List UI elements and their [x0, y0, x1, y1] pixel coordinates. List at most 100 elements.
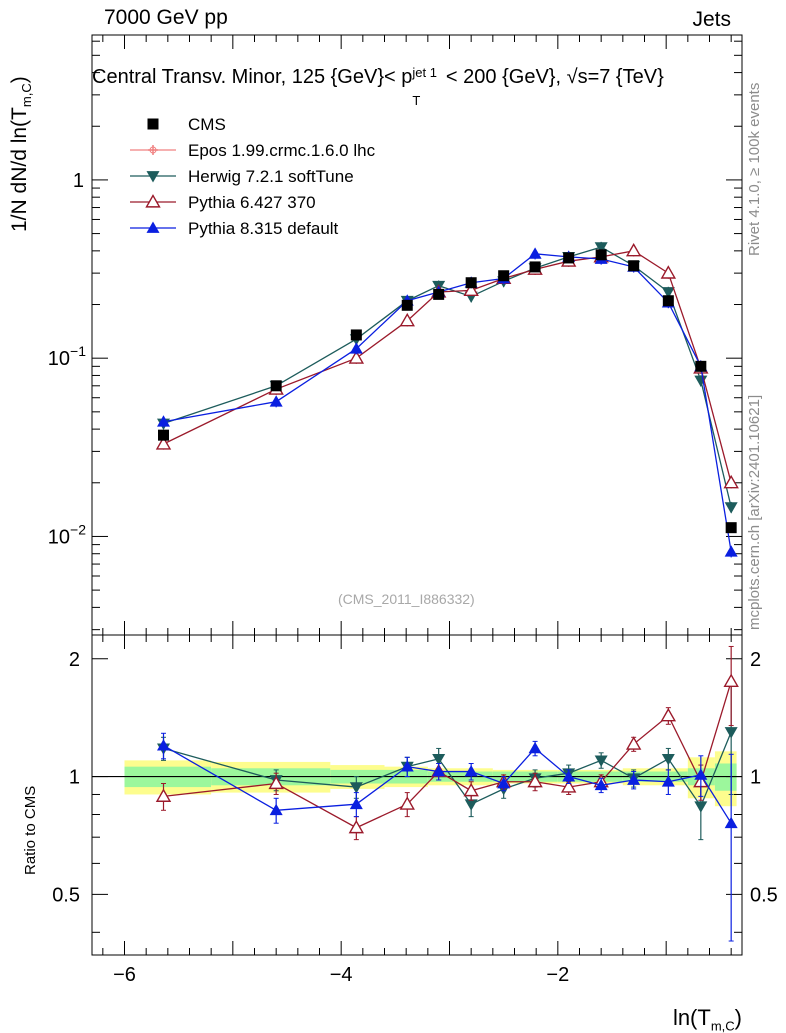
- ratio-tick-label: 0.5: [52, 884, 80, 906]
- ratio-point-py6: [723, 673, 739, 688]
- point-py6: [723, 474, 739, 489]
- ratio-point-herwig: [464, 799, 478, 811]
- title-part-b: < 200 {GeV}, √s=7 {TeV}: [440, 66, 664, 88]
- y-axis-label-pre: 1/N dN/d ln(T: [8, 107, 31, 232]
- point-herwig: [661, 287, 675, 299]
- ratio-point-herwig: [661, 753, 675, 766]
- series-line-py6: [163, 250, 732, 483]
- ratio-point-py8: [432, 765, 446, 777]
- y-tick-label: 10−1: [48, 343, 86, 370]
- legend-label-herwig: Herwig 7.2.1 softTune: [188, 167, 354, 186]
- ratio-point-py8: [269, 803, 283, 816]
- ratio-tick-label: 2: [69, 649, 80, 671]
- point-py6: [625, 242, 642, 257]
- ratio-point-py8: [157, 739, 170, 751]
- point-py8: [269, 395, 283, 407]
- y-axis-label-post: ): [8, 76, 31, 84]
- cms-data-point: [529, 261, 541, 273]
- ratio-point-py8: [562, 770, 576, 782]
- legend-marker-herwig: [146, 171, 160, 183]
- cms-data-point: [725, 522, 737, 534]
- header-collision-label: 7000 GeV pp: [104, 6, 228, 29]
- ratio-point-herwig: [694, 801, 708, 813]
- cms-data-point: [158, 429, 169, 441]
- ratio-point-py8: [724, 816, 738, 829]
- ratio-point-py6: [399, 796, 415, 810]
- analysis-watermark: (CMS_2011_I886332): [338, 591, 475, 607]
- y-axis-label: 1/N dN/d ln(Tm,C): [8, 76, 34, 232]
- ratio-point-py8: [594, 778, 608, 791]
- ratio-point-herwig: [432, 753, 446, 766]
- legend-label-py6: Pythia 6.427 370: [188, 193, 316, 212]
- x-axis-label-sub: m,C: [710, 1018, 735, 1033]
- cms-data-point: [401, 299, 413, 311]
- point-herwig: [594, 242, 608, 254]
- ratio-point-py8: [661, 775, 675, 787]
- cms-data-point: [628, 260, 640, 272]
- legend-marker-epos-c: [149, 146, 157, 154]
- y-axis-label-sub: m,C: [19, 83, 35, 108]
- ratio-tick-label-right: 2: [750, 649, 761, 671]
- ratio-point-py6: [625, 736, 642, 750]
- ratio-point-herwig: [349, 782, 363, 794]
- point-py8: [724, 545, 738, 557]
- cms-data-point: [662, 295, 674, 307]
- ratio-point-py6: [463, 782, 479, 797]
- ratio-point-py6: [660, 707, 677, 722]
- legend-marker-cms: [147, 118, 159, 130]
- cms-data-point: [465, 277, 477, 289]
- cms-data-point: [563, 252, 575, 264]
- point-py6: [463, 282, 479, 296]
- title-sub: T: [412, 93, 421, 108]
- ratio-point-py6: [348, 819, 365, 834]
- ratio-point-py6: [268, 775, 284, 790]
- point-py6: [660, 265, 677, 279]
- ratio-point-herwig: [594, 755, 608, 767]
- ratio-point-herwig: [724, 727, 738, 739]
- rivet-label: Rivet 4.1.0, ≥ 100k events: [746, 82, 763, 256]
- ratio-point-py8: [497, 777, 511, 789]
- point-py8: [528, 247, 542, 259]
- ratio-point-py8: [349, 797, 363, 810]
- ratio-point-py8: [464, 765, 478, 777]
- legend-label-py8: Pythia 8.315 default: [188, 219, 339, 238]
- ratio-point-py6: [560, 779, 577, 793]
- series-line-py8: [163, 253, 732, 552]
- plot-title: Central Transv. Minor, 125 {GeV}< p jet 1…: [92, 65, 664, 108]
- point-py8: [349, 342, 363, 354]
- point-py6: [155, 436, 172, 450]
- cms-data-point: [270, 380, 282, 392]
- ratio-panel-frame: [91, 634, 743, 956]
- point-herwig: [724, 502, 738, 514]
- y-tick-label: 1: [73, 170, 84, 192]
- title-part-a: Central Transv. Minor, 125 {GeV}< p: [92, 66, 413, 88]
- cms-data-point: [350, 329, 362, 341]
- point-py6: [348, 350, 365, 364]
- cms-data-point: [595, 249, 607, 261]
- ratio-tick-label-right: 0.5: [750, 884, 778, 906]
- x-axis-label-pre: ln(T: [672, 1005, 711, 1030]
- title-sup: jet 1: [412, 65, 437, 80]
- x-tick-label: −4: [330, 964, 353, 986]
- ratio-point-py8: [528, 741, 542, 754]
- x-tick-label: −2: [546, 964, 569, 986]
- mcplots-label: mcplots.cern.ch [arXiv:2401.10621]: [746, 394, 763, 630]
- legend-label-cms: CMS: [188, 115, 226, 134]
- ratio-line-herwig: [163, 731, 732, 808]
- legend-label-epos: Epos 1.99.crmc.1.6.0 lhc: [188, 141, 376, 160]
- ratio-tick-label: 1: [69, 767, 80, 789]
- legend-marker-epos: [148, 145, 158, 155]
- legend-marker-py8: [146, 221, 160, 233]
- y-tick-label: 10−2: [48, 521, 86, 548]
- ratio-point-py8: [694, 768, 708, 780]
- legend-marker-py6: [145, 194, 161, 208]
- cms-data-point: [433, 288, 445, 300]
- ratio-tick-label-right: 1: [750, 767, 761, 789]
- ratio-point-py6: [155, 788, 172, 802]
- ratio-point-py8: [627, 773, 641, 785]
- ratio-point-py8: [400, 760, 414, 772]
- ratio-axis-label: Ratio to CMS: [22, 785, 39, 875]
- ratio-point-py6: [527, 773, 543, 788]
- x-axis-label-post: ): [734, 1005, 742, 1030]
